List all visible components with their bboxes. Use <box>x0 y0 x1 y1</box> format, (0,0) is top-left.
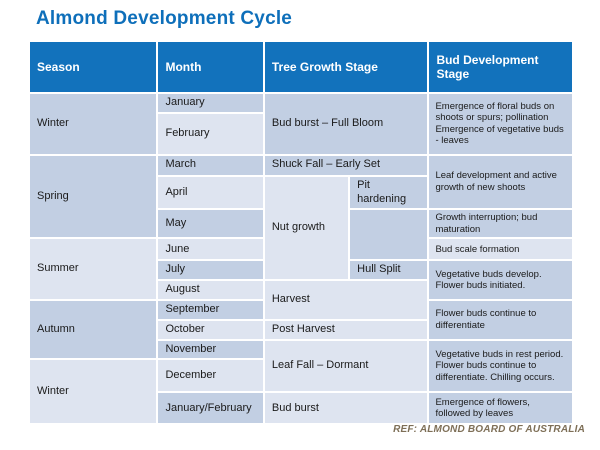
month-cell-january-february: January/February <box>158 393 263 424</box>
tree-cell-harvest: Harvest <box>264 281 428 319</box>
tree-cell-post-harvest: Post Harvest <box>264 320 428 339</box>
row-may: May Growth interruption; bud maturation <box>30 210 572 260</box>
reference-text: REF: ALMOND BOARD OF AUSTRALIA <box>393 424 585 435</box>
row-march: Spring March Shuck Fall – Early Set Leaf… <box>30 155 572 238</box>
row-october: October Post Harvest <box>30 320 572 339</box>
header-row: Season Month Tree Growth Stage Bud Devel… <box>30 42 572 92</box>
row-january: Winter January Bud burst – Full Bloom Em… <box>30 94 572 154</box>
bud-cell-midsummer: Vegetative buds develop. Flower buds ini… <box>429 261 572 299</box>
bud-cell-late-autumn: Vegetative buds in rest period. Flower b… <box>429 340 572 392</box>
month-cell-september: September <box>158 300 263 319</box>
month-cell-march: March <box>158 155 263 175</box>
season-cell-autumn: Autumn <box>30 300 157 359</box>
bud-cell-autumn-early: Flower buds continue to differentiate <box>429 300 572 339</box>
header-season: Season <box>30 42 157 92</box>
month-cell-december: December <box>158 360 263 392</box>
tree-cell-leaf-fall-dormant: Leaf Fall – Dormant <box>264 340 428 392</box>
row-january-february: January/February Bud burst Emergence of … <box>30 393 572 424</box>
tree-cell-hull-split: Hull Split <box>350 261 428 280</box>
header-tree-growth-stage: Tree Growth Stage <box>264 42 428 92</box>
row-december: Winter December <box>30 360 572 424</box>
month-cell-october: October <box>158 320 263 339</box>
month-cell-may: May <box>158 210 263 238</box>
almond-cycle-table: Season Month Tree Growth Stage Bud Devel… <box>28 40 574 425</box>
month-cell-july: July <box>158 261 263 280</box>
month-cell-june: June <box>158 239 263 260</box>
row-august: August Harvest <box>30 281 572 319</box>
season-cell-summer: Summer <box>30 239 157 299</box>
row-april: April Nut growth Pit hardening <box>30 176 572 280</box>
season-cell-winter-1: Winter <box>30 94 157 154</box>
row-november: November Leaf Fall – Dormant Vegetative … <box>30 340 572 392</box>
month-cell-january: January <box>158 94 263 112</box>
header-bud-development-stage: Bud Development Stage <box>429 42 572 92</box>
bud-cell-winter-early: Emergence of floral buds on shoots or sp… <box>429 94 572 154</box>
page-title: Almond Development Cycle <box>36 8 293 29</box>
row-july: July Hull Split Vegetative buds develop.… <box>30 261 572 299</box>
tree-cell-nut-growth: Nut growth <box>264 176 349 280</box>
tree-cell-bud-burst: Bud burst <box>264 393 428 424</box>
tree-cell-shuck-fall-early-set: Shuck Fall – Early Set <box>264 155 428 175</box>
bud-cell-june: Bud scale formation <box>429 239 572 260</box>
row-june: Summer June Bud scale formation <box>30 239 572 299</box>
tree-cell-bud-burst-full-bloom: Bud burst – Full Bloom <box>264 94 428 154</box>
tree-cell-pit-hardening: Pit hardening <box>350 176 428 209</box>
month-cell-february: February <box>158 113 263 154</box>
header-month: Month <box>158 42 263 92</box>
season-cell-winter-2: Winter <box>30 360 157 424</box>
bud-cell-may: Growth interruption; bud maturation <box>429 210 572 238</box>
month-cell-november: November <box>158 340 263 359</box>
tree-cell-empty <box>350 210 428 260</box>
month-cell-august: August <box>158 281 263 299</box>
row-february: February <box>30 113 572 154</box>
bud-cell-spring-early: Leaf development and active growth of ne… <box>429 155 572 209</box>
month-cell-april: April <box>158 176 263 209</box>
row-september: Autumn September Flower buds continue to… <box>30 300 572 359</box>
bud-cell-late-winter: Emergence of flowers, followed by leaves <box>429 393 572 424</box>
season-cell-spring: Spring <box>30 155 157 238</box>
